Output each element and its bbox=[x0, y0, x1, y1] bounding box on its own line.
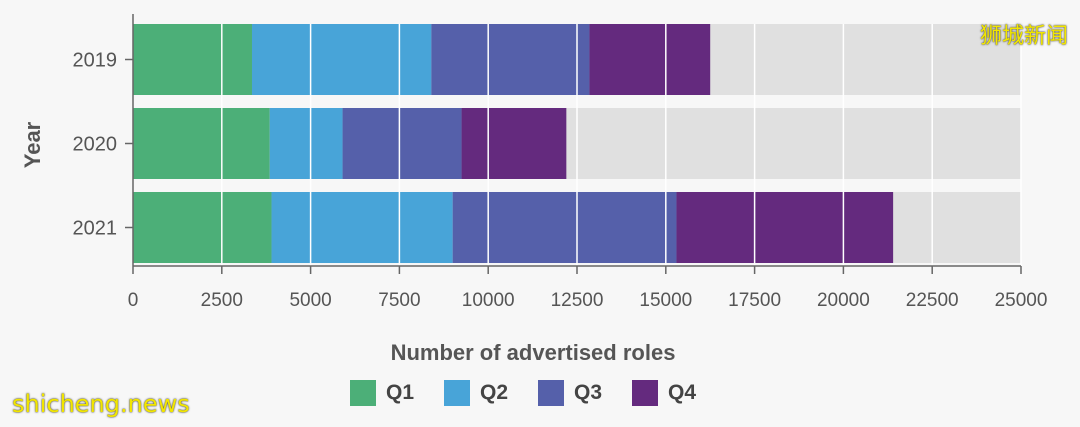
legend-label-q4: Q4 bbox=[668, 381, 697, 404]
y-tick-label-2020: 2020 bbox=[73, 134, 118, 156]
x-tick-label-22500: 22500 bbox=[906, 290, 959, 311]
legend-swatch-q2 bbox=[444, 380, 471, 406]
bar-2020-q2 bbox=[269, 108, 343, 179]
x-tick-label-20000: 20000 bbox=[817, 290, 870, 311]
bar-2019-q2 bbox=[251, 24, 432, 95]
stacked-bar-chart: 0 2500 5000 7500 10000 12500 15000 17500 20000 22… bbox=[20, 14, 1048, 311]
x-tick-label-12500: 12500 bbox=[551, 290, 604, 311]
legend-item-q3: Q3 bbox=[538, 380, 602, 406]
x-tick-label-5000: 5000 bbox=[289, 290, 331, 311]
bar-2019-q3 bbox=[431, 24, 590, 95]
x-tick-label-25000: 25000 bbox=[995, 290, 1048, 311]
legend-label-q2: Q2 bbox=[480, 381, 509, 404]
legend-swatch-q1 bbox=[350, 380, 376, 406]
bar-2021-q2 bbox=[271, 192, 453, 263]
bar-2021-q1 bbox=[133, 192, 272, 263]
legend-item-q1: Q1 bbox=[350, 380, 414, 406]
x-axis-title: Number of advertised roles bbox=[390, 340, 676, 365]
x-tick-label-2500: 2500 bbox=[201, 290, 243, 311]
watermark-bottom-left: shicheng.news bbox=[12, 390, 190, 418]
y-axis-title: Year bbox=[20, 121, 45, 168]
bar-2021-q4 bbox=[676, 192, 894, 263]
x-tick-label-10000: 10000 bbox=[462, 290, 515, 311]
legend-label-q3: Q3 bbox=[574, 381, 603, 404]
bar-2021-q3 bbox=[452, 192, 677, 263]
bar-2019-q4 bbox=[589, 24, 711, 95]
legend-swatch-q3 bbox=[538, 380, 565, 406]
bar-2019-q1 bbox=[133, 24, 252, 95]
legend-item-q2: Q2 bbox=[444, 380, 508, 406]
legend-label-q1: Q1 bbox=[386, 381, 415, 404]
x-tick-label-0: 0 bbox=[128, 290, 139, 311]
legend-swatch-q4 bbox=[632, 380, 659, 406]
y-tick-label-2019: 2019 bbox=[73, 50, 118, 72]
legend-item-q4: Q4 bbox=[632, 380, 696, 406]
watermark-top-right: 狮城新闻 bbox=[979, 24, 1068, 49]
bar-2020-q3 bbox=[342, 108, 462, 179]
bar-2020-q1 bbox=[133, 108, 270, 179]
y-tick-label-2021: 2021 bbox=[73, 218, 118, 240]
bar-2020-q4 bbox=[461, 108, 567, 179]
x-tick-label-15000: 15000 bbox=[639, 290, 692, 311]
x-tick-label-17500: 17500 bbox=[728, 290, 781, 311]
legend: Q1 Q2 Q3 Q4 bbox=[350, 380, 726, 406]
x-tick-label-7500: 7500 bbox=[378, 290, 420, 311]
